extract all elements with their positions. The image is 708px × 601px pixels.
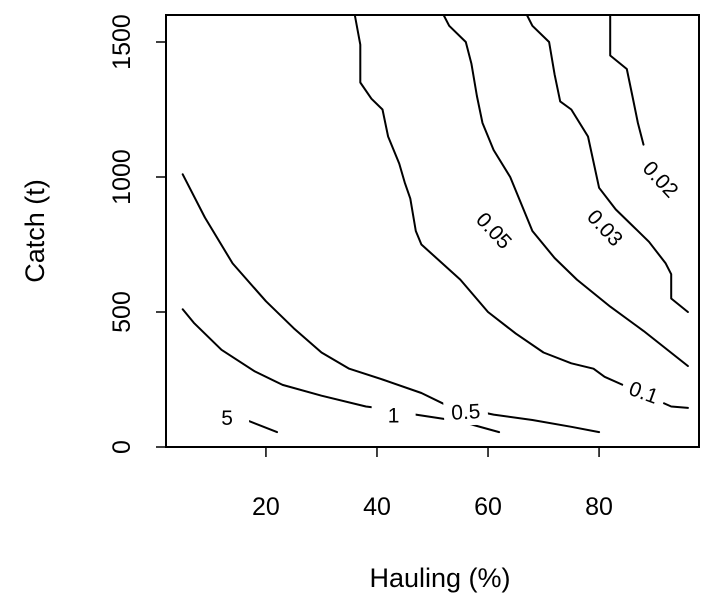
contour-label-0.02: 0.02: [638, 157, 683, 203]
contour-label-1: 1: [388, 405, 400, 428]
contour-label-0.03: 0.03: [582, 206, 627, 252]
x-tick-label: 60: [474, 493, 502, 521]
contour-line-0.03: [527, 15, 688, 312]
contour-label-0.05: 0.05: [471, 208, 516, 254]
x-tick-label: 80: [585, 493, 613, 521]
contour-label-5: 5: [221, 407, 233, 430]
y-tick-label: 1000: [108, 149, 136, 205]
x-tick-label: 40: [363, 493, 391, 521]
contour-line-0.1: [355, 15, 688, 408]
y-axis: 0 500 1000 1500: [108, 14, 166, 454]
y-tick-label: 1500: [108, 14, 136, 70]
y-tick-label: 0: [108, 440, 136, 454]
x-axis-title: Hauling (%): [369, 563, 510, 593]
y-tick-label: 500: [108, 291, 136, 333]
contour-label-0.5: 0.5: [451, 400, 481, 424]
y-axis-title: Catch (t): [20, 179, 50, 283]
contour-line-0.05: [444, 15, 688, 366]
contour-line-0.5: [183, 174, 599, 432]
contour-lines: 5 1 0.50.10.05 0.030.02: [183, 15, 688, 432]
x-axis: 20 40 60 80: [252, 447, 613, 521]
x-tick-label: 20: [252, 493, 280, 521]
contour-line-0.02: [610, 15, 643, 145]
